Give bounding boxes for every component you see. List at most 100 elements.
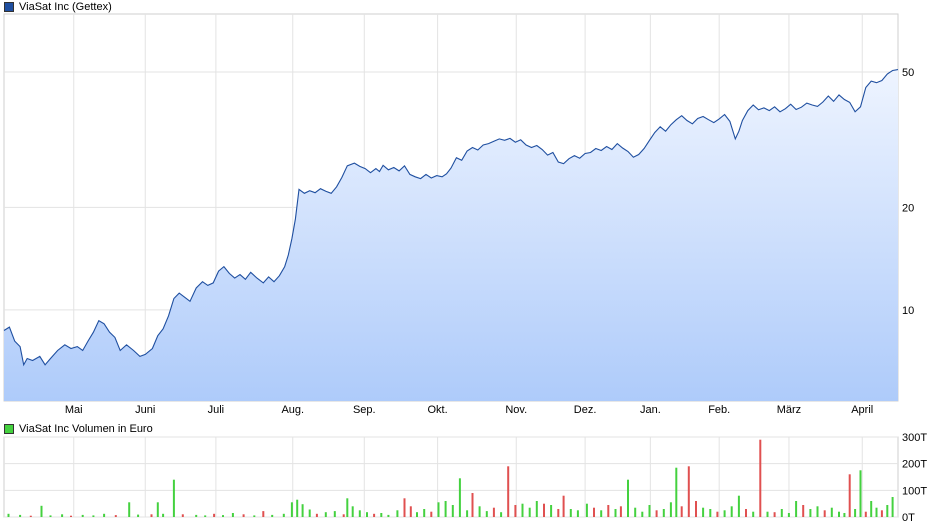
volume-bar bbox=[342, 514, 345, 517]
volume-y-tick-label: 0T bbox=[902, 512, 915, 524]
volume-bar bbox=[466, 510, 469, 517]
price-x-tick-label: Dez. bbox=[574, 404, 597, 416]
volume-bar bbox=[830, 507, 833, 517]
volume-bar bbox=[655, 510, 658, 517]
volume-bar bbox=[528, 507, 531, 517]
price-y-tick-label: 20 bbox=[902, 202, 914, 214]
price-x-tick-label: Feb. bbox=[708, 404, 730, 416]
volume-bar bbox=[282, 513, 285, 517]
volume-bar bbox=[156, 502, 159, 517]
volume-bar bbox=[809, 509, 812, 517]
volume-bar bbox=[444, 501, 447, 517]
volume-bar bbox=[253, 515, 256, 517]
volume-bar bbox=[787, 513, 790, 517]
volume-bar bbox=[373, 513, 376, 517]
volume-bar bbox=[162, 513, 165, 517]
volume-bar bbox=[716, 511, 719, 517]
volume-bar bbox=[766, 511, 769, 517]
volume-bar bbox=[687, 466, 690, 517]
volume-legend: ViaSat Inc Volumen in Euro bbox=[4, 423, 153, 435]
price-y-tick-label: 10 bbox=[902, 305, 914, 317]
volume-bar bbox=[458, 478, 461, 517]
volume-bar bbox=[478, 506, 481, 517]
volume-bar bbox=[222, 515, 224, 517]
volume-bar bbox=[103, 513, 106, 517]
volume-bar bbox=[745, 509, 747, 517]
volume-bar bbox=[262, 511, 265, 517]
price-x-tick-label: Sep. bbox=[353, 404, 376, 416]
volume-bar bbox=[585, 503, 588, 517]
volume-bar bbox=[61, 514, 64, 517]
volume-bar bbox=[430, 511, 433, 517]
volume-bar bbox=[396, 510, 399, 517]
price-x-tick-label: April bbox=[851, 404, 873, 416]
volume-bar bbox=[634, 507, 637, 517]
volume-bar bbox=[451, 505, 454, 517]
volume-y-tick-label: 100T bbox=[902, 485, 927, 497]
volume-bar bbox=[607, 505, 610, 517]
volume-bar bbox=[437, 502, 440, 517]
volume-bar bbox=[492, 507, 495, 517]
volume-bar bbox=[648, 505, 651, 517]
volume-bar bbox=[346, 498, 349, 517]
volume-bar bbox=[886, 505, 889, 517]
volume-bar bbox=[695, 501, 697, 517]
volume-bar bbox=[550, 505, 553, 517]
volume-bar bbox=[641, 511, 644, 517]
volume-bar bbox=[795, 501, 798, 517]
price-legend-label: ViaSat Inc (Gettex) bbox=[19, 1, 112, 13]
price-area bbox=[4, 69, 898, 401]
volume-bar bbox=[780, 509, 783, 517]
volume-bar bbox=[864, 511, 867, 517]
volume-bar bbox=[614, 509, 617, 517]
price-x-tick-label: Jan. bbox=[640, 404, 661, 416]
price-x-tick-label: Juli bbox=[208, 404, 225, 416]
volume-bar bbox=[70, 515, 72, 517]
volume-bar bbox=[535, 501, 538, 517]
volume-bar bbox=[838, 511, 840, 517]
volume-bar bbox=[296, 499, 299, 517]
volume-bar bbox=[759, 439, 762, 517]
volume-bar bbox=[195, 514, 198, 517]
volume-bar bbox=[92, 515, 95, 517]
volume-bar bbox=[569, 509, 572, 517]
volume-bar bbox=[213, 513, 216, 517]
price-x-tick-label: März bbox=[777, 404, 801, 416]
volume-bar bbox=[150, 514, 153, 517]
volume-bar bbox=[675, 467, 678, 517]
volume-bar bbox=[242, 514, 245, 517]
price-x-tick-label: Okt. bbox=[428, 404, 448, 416]
price-chart: Mai Juni Juli Aug. Sep. Okt. Nov. Dez. Jan. Feb. M… bbox=[3, 13, 914, 416]
volume-legend-swatch bbox=[4, 424, 14, 434]
volume-bar bbox=[593, 507, 595, 517]
volume-y-tick-label: 200T bbox=[902, 459, 927, 471]
volume-bar bbox=[875, 507, 878, 517]
volume-y-tick-label: 300T bbox=[902, 432, 927, 444]
price-x-tick-label: Mai bbox=[65, 404, 83, 416]
volume-bar bbox=[416, 512, 418, 517]
volume-bar bbox=[387, 514, 390, 517]
volume-bar bbox=[773, 512, 776, 517]
volume-bar bbox=[669, 502, 672, 517]
volume-bar bbox=[423, 509, 426, 517]
volume-bar bbox=[471, 493, 474, 517]
price-x-tick-label: Juni bbox=[135, 404, 155, 416]
volume-chart: 0T 100T 200T 300T bbox=[3, 432, 927, 524]
price-x-tick-label: Nov. bbox=[505, 404, 527, 416]
volume-bar bbox=[301, 504, 304, 517]
volume-bar bbox=[662, 509, 665, 517]
volume-bar bbox=[181, 514, 184, 517]
volume-bar bbox=[627, 479, 629, 517]
volume-bar bbox=[172, 479, 175, 517]
volume-bar bbox=[403, 498, 406, 517]
volume-bar bbox=[723, 510, 726, 517]
volume-bar bbox=[600, 510, 603, 517]
volume-bar bbox=[576, 510, 579, 517]
volume-legend-label: ViaSat Inc Volumen in Euro bbox=[19, 423, 153, 435]
volume-bar bbox=[848, 474, 851, 517]
volume-bar bbox=[40, 505, 43, 517]
volume-bar bbox=[854, 509, 857, 517]
volume-bar bbox=[823, 510, 826, 517]
volume-bar bbox=[557, 509, 560, 517]
